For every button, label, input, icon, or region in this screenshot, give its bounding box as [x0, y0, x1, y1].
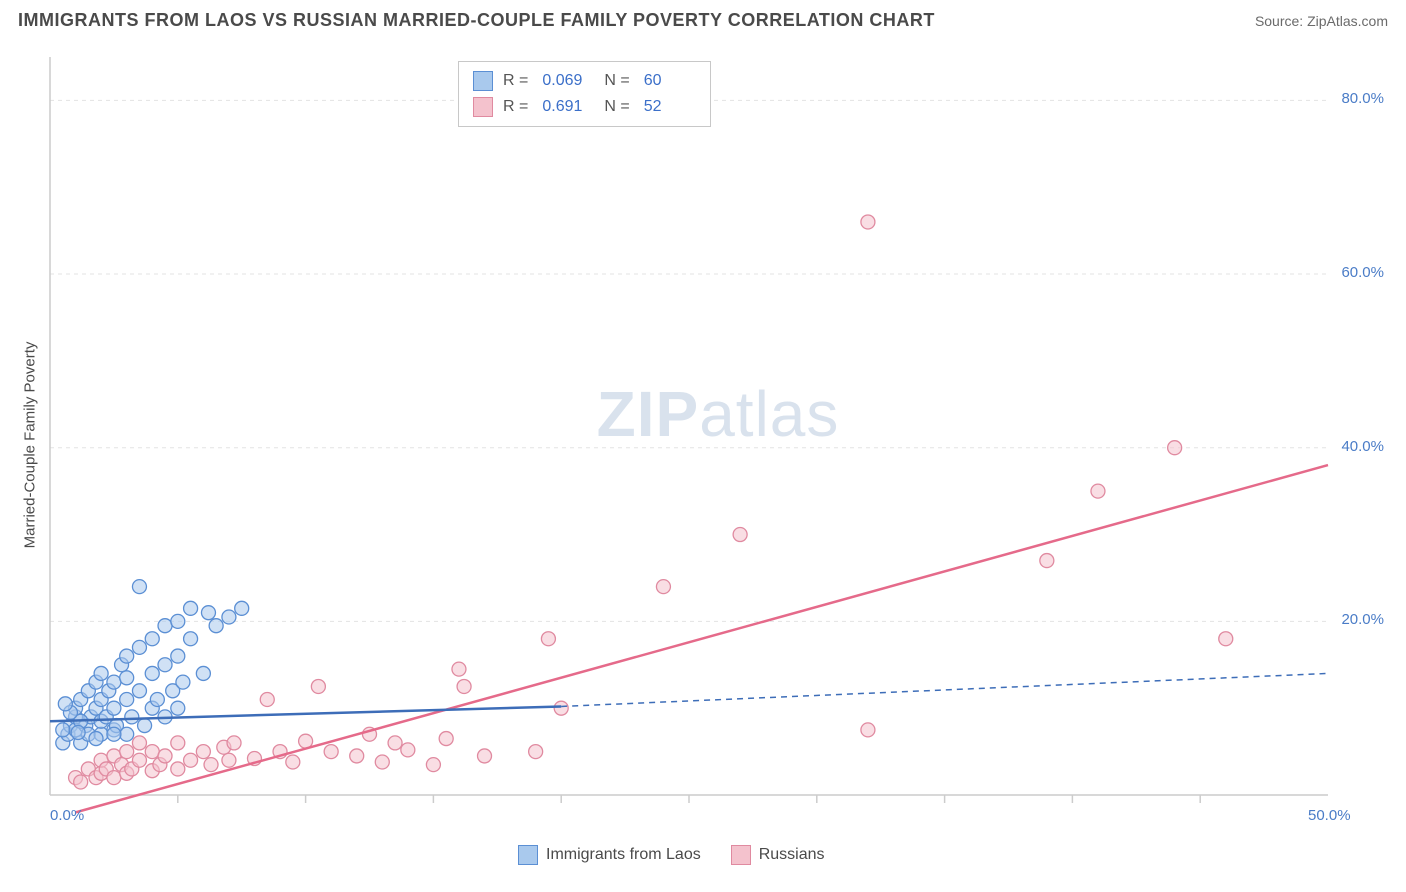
source-attribution: Source: ZipAtlas.com	[1255, 13, 1388, 29]
bottom-legend: Immigrants from Laos Russians	[518, 845, 845, 865]
swatch-laos	[518, 845, 538, 865]
stats-row-russians: R = 0.691 N = 52	[473, 94, 696, 120]
y-tick-label: 80.0%	[1341, 90, 1384, 107]
y-tick-label: 20.0%	[1341, 611, 1384, 628]
y-tick-label: 60.0%	[1341, 264, 1384, 281]
swatch-russians	[473, 97, 493, 117]
n-value-russians: 52	[644, 94, 696, 120]
swatch-laos	[473, 71, 493, 91]
legend-label-laos: Immigrants from Laos	[546, 846, 701, 864]
legend-item-laos: Immigrants from Laos	[518, 845, 701, 865]
chart-area: Married-Couple Family Poverty ZIPatlas R…	[48, 55, 1388, 835]
r-label: R =	[503, 94, 528, 120]
n-value-laos: 60	[644, 68, 696, 94]
r-value-russians: 0.691	[542, 94, 594, 120]
y-tick-label: 40.0%	[1341, 438, 1384, 455]
y-axis-label: Married-Couple Family Poverty	[22, 342, 39, 549]
x-tick-label: 50.0%	[1308, 807, 1351, 824]
stats-row-laos: R = 0.069 N = 60	[473, 68, 696, 94]
chart-title: IMMIGRANTS FROM LAOS VS RUSSIAN MARRIED-…	[18, 10, 935, 31]
swatch-russians	[731, 845, 751, 865]
legend-item-russians: Russians	[731, 845, 825, 865]
legend-label-russians: Russians	[759, 846, 825, 864]
n-label: N =	[604, 68, 629, 94]
r-label: R =	[503, 68, 528, 94]
stats-legend-box: R = 0.069 N = 60 R = 0.691 N = 52	[458, 61, 711, 127]
x-tick-label: 0.0%	[50, 807, 84, 824]
scatter-plot	[48, 55, 1388, 835]
n-label: N =	[604, 94, 629, 120]
r-value-laos: 0.069	[542, 68, 594, 94]
